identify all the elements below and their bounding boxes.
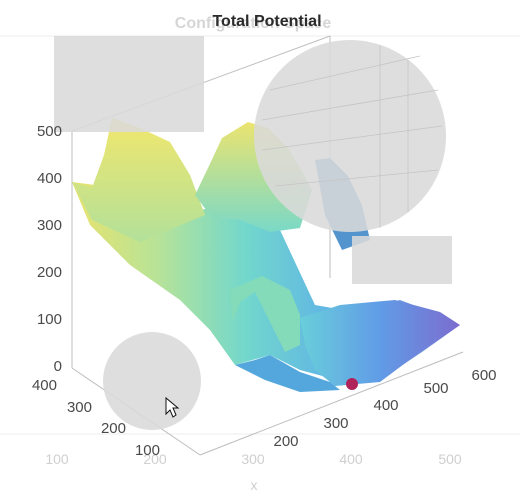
y-tick-label: 200	[101, 420, 126, 437]
obstacle-circle	[103, 332, 201, 430]
background-axes: Configuration Space 100 200 300 400 500 …	[0, 15, 520, 493]
z-tick-label: 400	[37, 170, 62, 187]
y-tick-label: 400	[32, 377, 57, 394]
y-tick-label: 300	[67, 399, 92, 416]
x-tick-label: 200	[273, 433, 298, 450]
z-tick-label: 500	[37, 123, 62, 140]
background-x-tick: 400	[339, 451, 363, 467]
background-x-label: x	[251, 477, 258, 493]
y-axis: 400 300 200 100	[32, 377, 160, 459]
minimum-marker	[346, 378, 358, 390]
obstacle-rectangle	[352, 236, 452, 284]
z-tick-label: 300	[37, 217, 62, 234]
x-axis: 200 300 400 500 600	[273, 367, 496, 450]
x-tick-label: 500	[423, 380, 448, 397]
mouse-pointer-icon	[165, 396, 180, 418]
x-tick-label: 600	[471, 367, 496, 384]
x-tick-label: 400	[373, 397, 398, 414]
z-tick-label: 200	[37, 264, 62, 281]
obstacle-grid	[261, 45, 443, 228]
obstacle-circle	[254, 40, 446, 232]
obstacle-rectangle	[54, 36, 204, 132]
background-x-tick: 200	[143, 451, 167, 467]
z-axis: 500 400 300 200 100 0	[37, 123, 62, 375]
obstacles	[54, 36, 452, 430]
z-tick-label: 0	[54, 358, 62, 375]
y-tick-label: 100	[135, 442, 160, 459]
background-title: Configuration Space	[175, 15, 332, 32]
background-x-tick: 100	[45, 451, 69, 467]
background-x-tick: 500	[438, 451, 462, 467]
x-tick-label: 300	[323, 415, 348, 432]
z-tick-label: 100	[37, 311, 62, 328]
chart-title: Total Potential	[212, 13, 321, 30]
background-x-tick: 300	[241, 451, 265, 467]
